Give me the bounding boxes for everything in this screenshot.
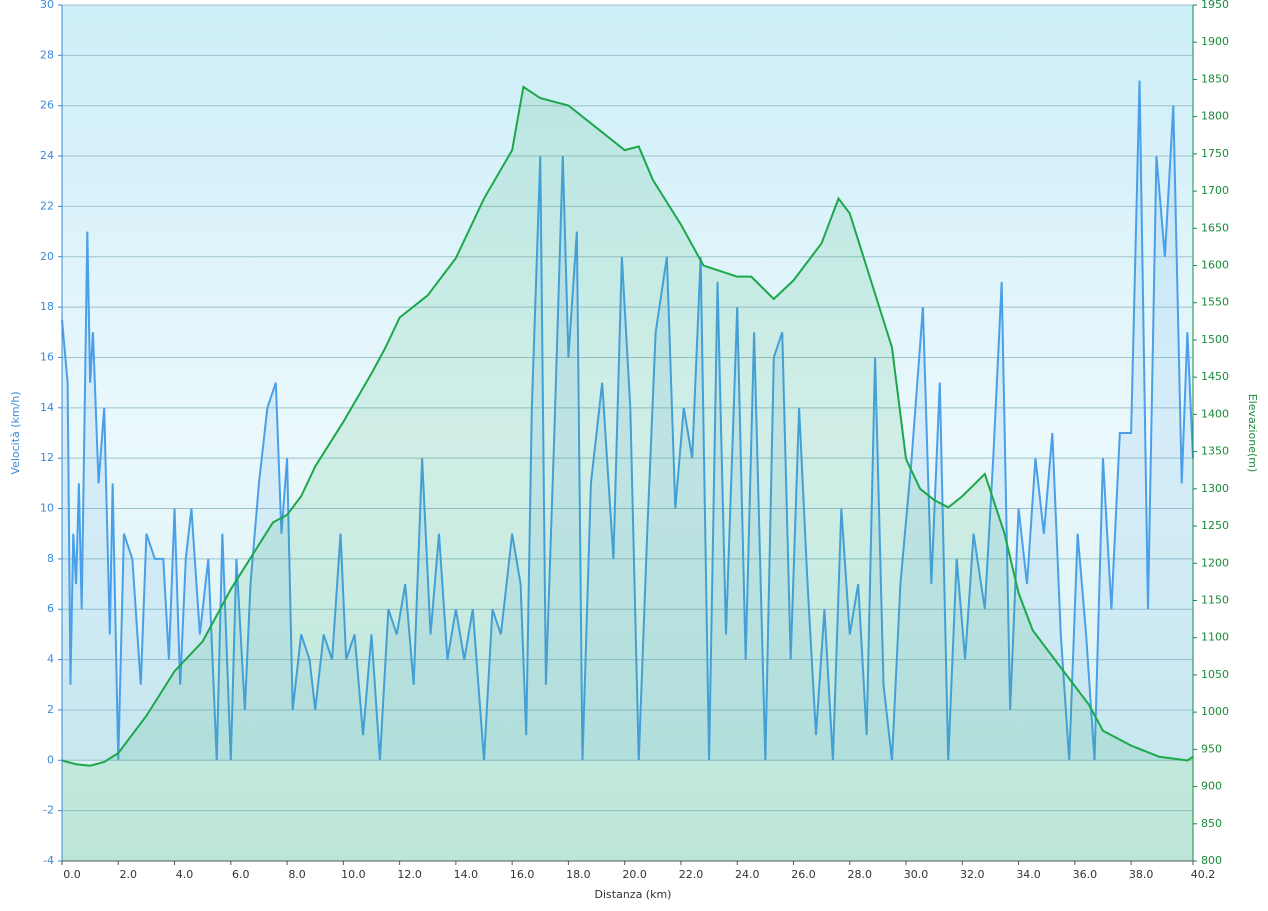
y2-tick-label: 900 <box>1201 780 1222 793</box>
y-tick-label: 30 <box>40 0 54 11</box>
line <box>61 80 1194 761</box>
y2-tick-label: 1950 <box>1201 0 1229 11</box>
x-tick-label: 26.0 <box>791 868 816 881</box>
y-tick-label: 12 <box>40 451 54 464</box>
y-tick-label: 0 <box>47 753 54 766</box>
y2-tick-label: 1850 <box>1201 72 1229 85</box>
x-tick-label: 14.0 <box>454 868 479 881</box>
x-tick-label: 20.0 <box>622 868 647 881</box>
x-tick-label: 38.0 <box>1129 868 1154 881</box>
area <box>62 86 1193 862</box>
y-tick-label: 22 <box>40 199 54 212</box>
y2-tick-label: 950 <box>1201 742 1222 755</box>
x-tick-label: 40.2 <box>1191 868 1216 881</box>
y-tick-label: 14 <box>40 401 54 414</box>
x-tick-label: 16.0 <box>510 868 535 881</box>
area <box>62 80 1193 761</box>
y-axis-title: Velocità (km/h) <box>9 391 22 474</box>
y2-tick-label: 1450 <box>1201 370 1229 383</box>
x-tick-label: 36.0 <box>1073 868 1098 881</box>
x-tick-label: 30.0 <box>904 868 929 881</box>
y2-tick-label: 1650 <box>1201 221 1229 234</box>
y-tick-label: 18 <box>40 300 54 313</box>
x-tick-label: 0.0 <box>63 868 81 881</box>
y2-tick-label: 1800 <box>1201 110 1229 123</box>
y2-tick-label: 1600 <box>1201 259 1229 272</box>
y2-tick-label: 1300 <box>1201 482 1229 495</box>
y-tick-label: -4 <box>43 854 54 867</box>
y-tick-label: 16 <box>40 350 54 363</box>
x-tick-label: 4.0 <box>176 868 194 881</box>
y-tick-label: 8 <box>47 552 54 565</box>
x-tick-label: 12.0 <box>397 868 422 881</box>
x-tick-label: 2.0 <box>120 868 138 881</box>
x-tick-label: 8.0 <box>288 868 306 881</box>
x-tick-label: 10.0 <box>341 868 366 881</box>
y2-tick-label: 1750 <box>1201 147 1229 160</box>
y2-tick-label: 1000 <box>1201 705 1229 718</box>
y2-tick-label: 1400 <box>1201 407 1229 420</box>
x-tick-label: 22.0 <box>679 868 704 881</box>
x-tick-label: 34.0 <box>1016 868 1041 881</box>
x-tick-label: 24.0 <box>735 868 760 881</box>
y-tick-label: 6 <box>47 602 54 615</box>
y2-tick-label: 1100 <box>1201 631 1229 644</box>
y2-tick-label: 1250 <box>1201 519 1229 532</box>
y2-tick-label: 1200 <box>1201 556 1229 569</box>
y2-tick-label: 800 <box>1201 854 1222 867</box>
x-tick-label: 18.0 <box>566 868 591 881</box>
y2-tick-label: 850 <box>1201 817 1222 830</box>
y-tick-label: 4 <box>47 653 54 666</box>
y2-tick-label: 1900 <box>1201 35 1229 48</box>
y2-tick-label: 1500 <box>1201 333 1229 346</box>
y-tick-label: 24 <box>40 149 54 162</box>
line <box>61 85 1194 767</box>
y-tick-label: -2 <box>43 804 54 817</box>
y2-tick-label: 1550 <box>1201 296 1229 309</box>
y-tick-label: 26 <box>40 99 54 112</box>
y-tick-label: 20 <box>40 250 54 263</box>
x-tick-label: 6.0 <box>232 868 250 881</box>
y-tick-label: 28 <box>40 48 54 61</box>
y2-tick-label: 1350 <box>1201 445 1229 458</box>
x-axis-title: Distanza (km) <box>595 888 672 901</box>
y2-tick-label: 1050 <box>1201 668 1229 681</box>
y2-axis-title: Elevazione(m) <box>1246 394 1259 473</box>
x-tick-label: 28.0 <box>848 868 873 881</box>
x-tick-label: 32.0 <box>960 868 985 881</box>
y2-tick-label: 1700 <box>1201 184 1229 197</box>
y2-tick-label: 1150 <box>1201 593 1229 606</box>
y-tick-label: 2 <box>47 703 54 716</box>
y-tick-label: 10 <box>40 502 54 515</box>
